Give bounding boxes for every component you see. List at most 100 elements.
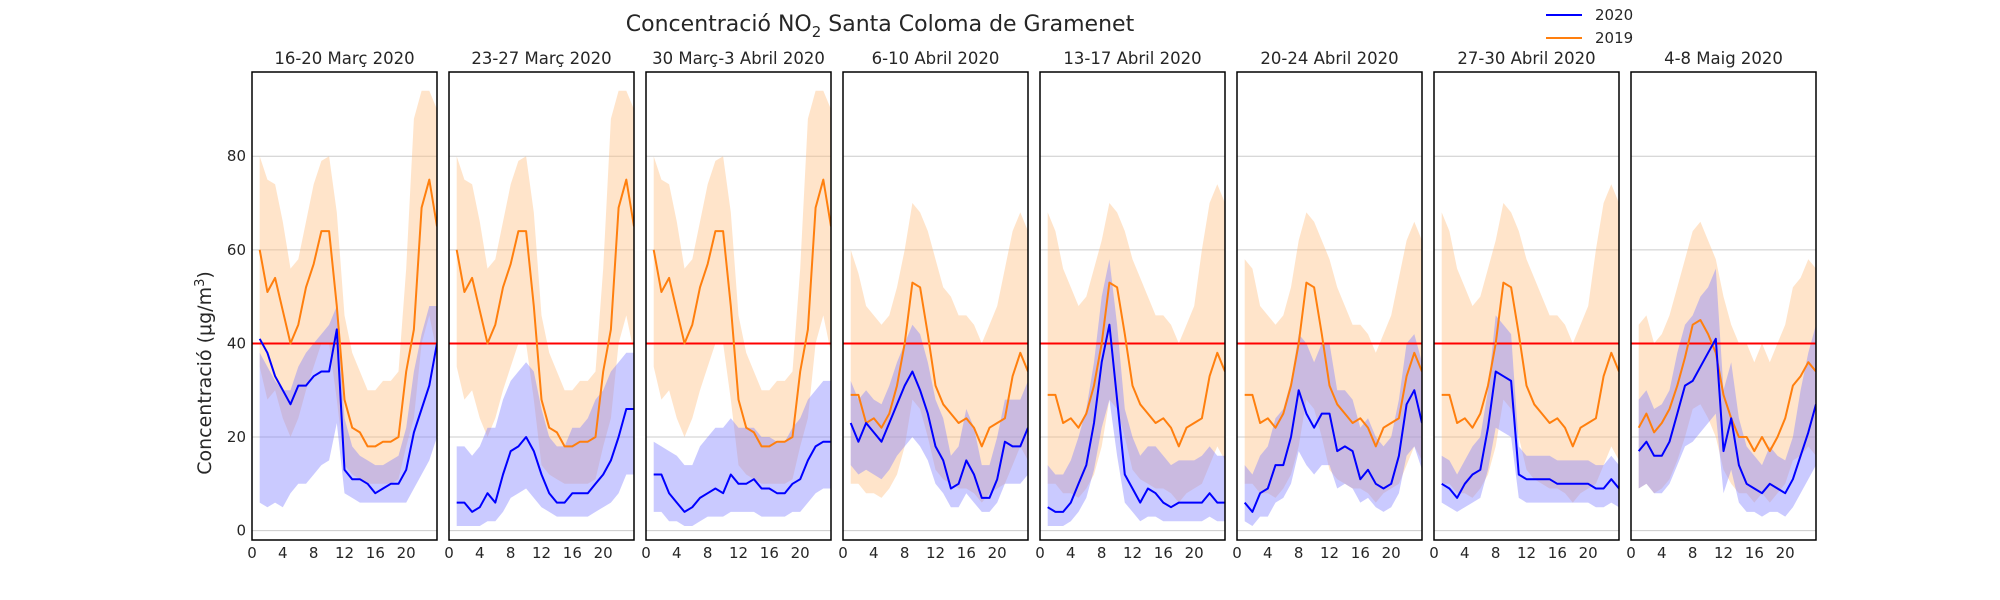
series-line-2019 — [1244, 281, 1422, 448]
panel-title: 16-20 Març 2020 — [274, 49, 414, 68]
chart-title: Concentració NO2 Santa Coloma de Gramene… — [626, 12, 1135, 41]
panel-frame — [1039, 71, 1226, 541]
x-tick-label: 12 — [926, 544, 945, 562]
x-tick-label: 8 — [309, 544, 319, 562]
band-2020 — [1441, 315, 1619, 512]
y-tick-label: 0 — [236, 522, 246, 540]
panel-title: 27-30 Abril 2020 — [1457, 49, 1595, 68]
legend-label-2020: 2020 — [1595, 6, 1633, 24]
x-tick-label: 20 — [1185, 544, 1204, 562]
series-line-2019 — [258, 178, 437, 448]
band-2020 — [259, 306, 437, 508]
panel-plot-area — [646, 90, 831, 526]
x-tick-label: 0 — [1626, 544, 1636, 562]
panel-title: 23-27 Març 2020 — [471, 49, 611, 68]
series-line-2020 — [1243, 389, 1422, 513]
series-line-2019 — [1047, 281, 1225, 448]
series-line-2020 — [849, 370, 1028, 499]
series-line-2020 — [1047, 323, 1225, 513]
x-tick-label: 0 — [838, 544, 848, 562]
band-2019 — [1638, 221, 1816, 503]
series-line-2019 — [850, 281, 1028, 448]
x-tick-label: 4 — [1460, 544, 1470, 562]
series-line-2019 — [455, 178, 634, 448]
band-2020 — [1047, 259, 1225, 526]
panel-plot-area — [1237, 212, 1422, 526]
x-tick-label: 8 — [703, 544, 713, 562]
series-line-2019 — [1441, 281, 1619, 448]
panel-1: 16-20 Març 2020 0 4 8 12 16 20 0 20 40 60 80 — [227, 49, 438, 562]
x-tick-label: 12 — [1320, 544, 1339, 562]
series-line-2019 — [1637, 319, 1816, 453]
x-tick-label: 4 — [475, 544, 485, 562]
x-tick-label: 8 — [506, 544, 516, 562]
panel-plot-area — [1434, 184, 1619, 512]
panel-title: 13-17 Abril 2020 — [1063, 49, 1201, 68]
panel-frame — [1433, 71, 1620, 541]
panel-frame — [842, 71, 1029, 541]
x-tick-label: 20 — [791, 544, 810, 562]
panel-plot-area — [1040, 184, 1225, 526]
x-tick-label: 0 — [247, 544, 257, 562]
x-tick-label: 16 — [366, 544, 385, 562]
series-line-2020 — [456, 408, 634, 513]
y-tick-label: 20 — [227, 428, 246, 446]
series-line-2019 — [652, 178, 831, 448]
x-tick-label: 4 — [1066, 544, 1076, 562]
x-tick-label: 16 — [1548, 544, 1567, 562]
band-2019 — [850, 203, 1028, 503]
panel-3: 30 Març-3 Abril 2020 0 4 8 12 16 20 — [641, 49, 832, 562]
x-tick-label: 12 — [1714, 544, 1733, 562]
x-tick-label: 4 — [672, 544, 682, 562]
panel-frame — [1630, 71, 1817, 541]
panel-7: 27-30 Abril 2020 0 4 8 12 16 20 — [1429, 49, 1620, 562]
panel-5: 13-17 Abril 2020 0 4 8 12 16 20 — [1035, 49, 1226, 562]
series-line-2020 — [258, 328, 437, 495]
x-tick-label: 16 — [1351, 544, 1370, 562]
panel-plot-area — [449, 90, 634, 526]
x-tick-label: 0 — [1232, 544, 1242, 562]
panel-6: 20-24 Abril 2020 0 4 8 12 16 20 — [1232, 49, 1423, 562]
x-tick-label: 16 — [760, 544, 779, 562]
y-axis-label: Concentració (μg/m3) — [193, 271, 216, 475]
panel-title: 4-8 Maig 2020 — [1664, 49, 1783, 68]
x-tick-label: 4 — [1657, 544, 1667, 562]
x-tick-label: 20 — [397, 544, 416, 562]
x-tick-label: 4 — [1263, 544, 1273, 562]
x-tick-label: 8 — [1688, 544, 1698, 562]
panel-4: 6-10 Abril 2020 0 4 8 12 16 20 — [838, 49, 1029, 562]
series-line-2020 — [653, 440, 831, 513]
panel-2: 23-27 Març 2020 0 4 8 12 16 20 — [444, 49, 635, 562]
x-tick-label: 0 — [1035, 544, 1045, 562]
x-tick-label: 16 — [1745, 544, 1764, 562]
x-tick-label: 4 — [278, 544, 288, 562]
panel-title: 6-10 Abril 2020 — [872, 49, 1000, 68]
panel-frame — [448, 71, 635, 541]
x-tick-label: 8 — [1097, 544, 1107, 562]
x-tick-label: 4 — [869, 544, 879, 562]
y-tick-label: 60 — [227, 241, 246, 259]
x-tick-label: 20 — [988, 544, 1007, 562]
x-tick-label: 0 — [444, 544, 454, 562]
panel-frame — [1236, 71, 1423, 541]
panel-frame — [251, 71, 438, 541]
x-tick-label: 8 — [1491, 544, 1501, 562]
y-tick-label: 80 — [227, 147, 246, 165]
panel-8: 4-8 Maig 2020 0 4 8 12 16 20 — [1626, 49, 1817, 562]
panel-plot-area — [1631, 221, 1816, 517]
band-2020 — [850, 324, 1028, 512]
x-tick-label: 20 — [1382, 544, 1401, 562]
x-tick-label: 12 — [1517, 544, 1536, 562]
x-tick-label: 12 — [729, 544, 748, 562]
x-tick-label: 8 — [1294, 544, 1304, 562]
panel-title: 20-24 Abril 2020 — [1260, 49, 1398, 68]
x-tick-label: 0 — [641, 544, 651, 562]
panel-plot-area — [252, 90, 437, 508]
band-2020 — [1638, 268, 1816, 517]
series-line-2020 — [1637, 337, 1816, 495]
x-tick-label: 16 — [563, 544, 582, 562]
x-tick-label: 12 — [1123, 544, 1142, 562]
x-tick-label: 16 — [1154, 544, 1173, 562]
x-tick-label: 20 — [1776, 544, 1795, 562]
